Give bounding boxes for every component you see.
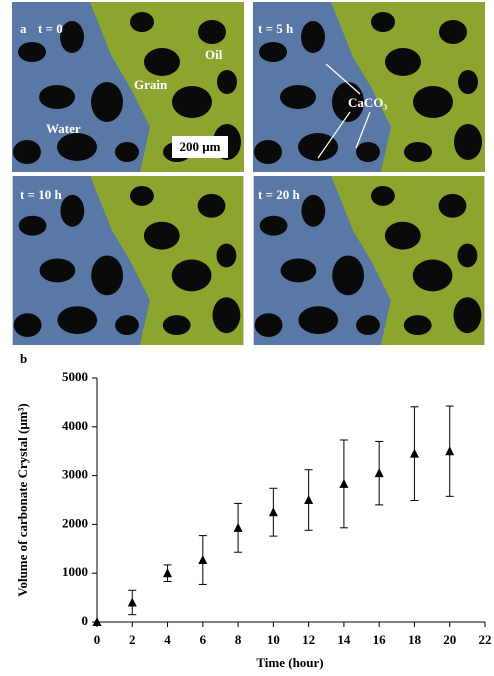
figure: a t = 0 Grain Oil Water 200 μm t = 5 h C… (0, 0, 494, 676)
frame-time: t = 0 (38, 21, 63, 36)
x-tick-label: 20 (443, 632, 456, 647)
x-tick-label: 4 (164, 632, 171, 647)
y-tick-label: 0 (82, 613, 89, 628)
frame-time: t = 20 h (258, 187, 300, 202)
marker (339, 479, 348, 488)
marker (163, 568, 172, 577)
x-tick-label: 8 (235, 632, 242, 647)
x-tick-label: 6 (200, 632, 207, 647)
region-label: Oil (205, 47, 223, 62)
frame-time: t = 10 h (20, 187, 62, 202)
marker (410, 449, 419, 458)
y-tick-label: 3000 (62, 467, 88, 482)
marker (198, 555, 207, 564)
marker (234, 523, 243, 532)
region-label: Water (46, 121, 81, 136)
x-tick-label: 0 (94, 632, 101, 647)
frame-time: t = 5 h (258, 21, 294, 36)
marker (445, 446, 454, 455)
panel-label: b (20, 351, 27, 366)
x-axis-label: Time (hour) (256, 655, 323, 670)
panel-label: a (20, 21, 27, 36)
y-tick-label: 5000 (62, 369, 88, 384)
marker (269, 507, 278, 516)
region-label: Grain (134, 77, 168, 92)
scale-label: 200 μm (180, 139, 221, 154)
x-tick-label: 12 (302, 632, 315, 647)
y-axis-label: Volume of carbonate Crystal (μm³) (15, 403, 30, 596)
y-tick-label: 2000 (62, 515, 88, 530)
y-tick-label: 4000 (62, 418, 88, 433)
marker (375, 468, 384, 477)
x-tick-label: 16 (373, 632, 387, 647)
x-tick-label: 18 (408, 632, 422, 647)
x-tick-label: 14 (337, 632, 351, 647)
marker (304, 495, 313, 504)
y-tick-label: 1000 (62, 564, 88, 579)
x-tick-label: 22 (479, 632, 492, 647)
x-tick-label: 10 (267, 632, 280, 647)
marker (128, 597, 137, 606)
annotation: CaCO₃ (348, 95, 387, 110)
x-tick-label: 2 (129, 632, 136, 647)
